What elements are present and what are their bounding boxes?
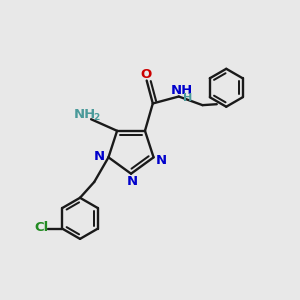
Text: NH: NH [171,84,193,97]
Text: NH: NH [74,108,96,121]
Text: N: N [94,150,105,163]
Text: Cl: Cl [34,221,48,234]
Text: 2: 2 [93,113,100,122]
Text: N: N [126,175,137,188]
Text: H: H [183,93,192,103]
Text: O: O [140,68,152,81]
Text: N: N [156,154,167,167]
